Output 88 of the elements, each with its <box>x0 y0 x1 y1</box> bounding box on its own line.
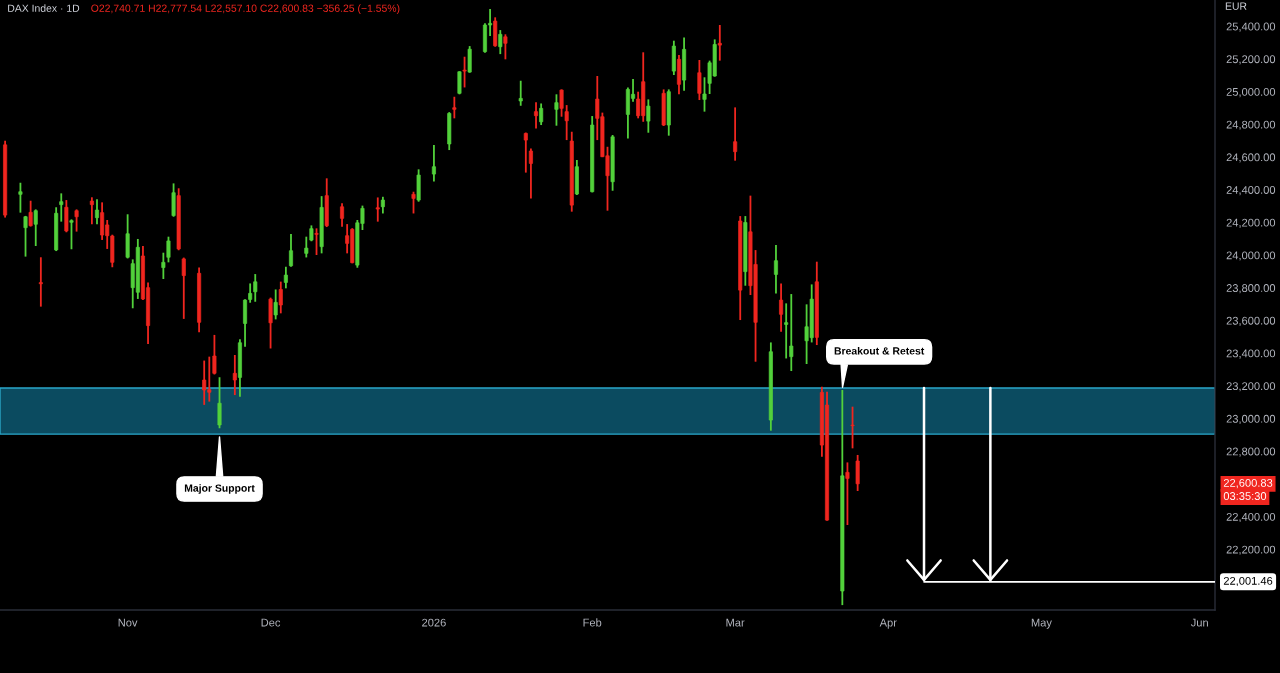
candlestick <box>171 182 176 218</box>
candlestick <box>18 181 23 214</box>
y-tick-label: 24,600.00 <box>1226 153 1276 163</box>
y-tick-label: 25,000.00 <box>1226 87 1276 98</box>
candlestick <box>845 461 850 526</box>
x-tick-label: May <box>1031 618 1052 629</box>
candlestick <box>125 213 130 260</box>
candlestick <box>273 288 278 321</box>
y-tick-label: 25,200.00 <box>1226 55 1276 65</box>
candlestick <box>564 104 569 141</box>
candlestick <box>779 282 784 333</box>
y-tick-label: 24,000.00 <box>1226 251 1276 261</box>
chart-title: DAX Index · 1D <box>8 4 80 12</box>
y-tick-label: 24,200.00 <box>1226 218 1276 228</box>
candlestick <box>268 296 273 350</box>
y-tick-label: 23,600.00 <box>1226 316 1276 326</box>
candlestick <box>74 208 79 233</box>
candlestick <box>697 59 702 101</box>
y-tick-label: 22,200.00 <box>1226 545 1276 555</box>
y-tick-label: 25,400.00 <box>1226 22 1276 32</box>
candlestick <box>161 251 166 280</box>
x-tick-label: Mar <box>726 618 745 627</box>
candlestick <box>717 24 722 62</box>
annotation: Breakout & Retest <box>834 346 925 355</box>
candlestick <box>23 215 28 258</box>
chart-subtitle: O22,740.71 H22,777.54 L22,557.10 C22,600.83 −356.25 (−1.55%) <box>91 4 400 14</box>
candlestick <box>702 76 707 113</box>
x-tick-label: Jun <box>1190 618 1208 627</box>
candlestick <box>503 33 508 61</box>
candlestick <box>59 192 64 223</box>
candlestick <box>304 235 309 259</box>
candlestick <box>467 45 472 74</box>
candlestick <box>69 218 74 251</box>
candlestick <box>94 198 99 226</box>
candlestick <box>212 334 217 376</box>
candlestick <box>64 199 69 234</box>
candlestick <box>554 93 559 127</box>
x-tick-label: Feb <box>583 618 602 627</box>
text: 22,600.83 <box>1223 478 1273 489</box>
candlestick <box>523 131 528 174</box>
candlestick <box>539 102 544 126</box>
candlestick <box>283 265 288 290</box>
candlestick <box>518 79 523 107</box>
candlestick <box>733 106 738 162</box>
candlestick <box>855 454 860 492</box>
candlestick <box>340 202 345 228</box>
y-tick-label: 22,800.00 <box>1226 447 1276 457</box>
candlestick <box>89 196 94 226</box>
candlestick <box>462 55 467 89</box>
candlestick <box>166 235 171 264</box>
candlestick <box>646 98 651 134</box>
annotation: Major Support <box>184 484 255 494</box>
data-label: 22,001.46 <box>1223 576 1273 587</box>
candlestick <box>38 256 43 308</box>
x-tick-label: Apr <box>879 618 897 629</box>
y-tick-label: 24,800.00 <box>1226 120 1276 130</box>
y-tick-label: 23,800.00 <box>1226 284 1276 294</box>
candlestick <box>28 199 33 228</box>
candlestick <box>411 190 416 215</box>
text: EUR <box>1225 2 1247 10</box>
candlestick <box>784 302 789 360</box>
candlestick <box>452 95 457 120</box>
candlestick <box>375 196 380 223</box>
candlestick <box>789 293 794 372</box>
candlestick <box>278 280 283 315</box>
candlestick <box>559 88 564 118</box>
candlestick <box>232 354 237 396</box>
candlestick <box>534 101 539 130</box>
x-tick-label: 2026 <box>422 618 446 627</box>
y-tick-label: 23,000.00 <box>1226 414 1276 425</box>
candlestick <box>288 233 293 268</box>
candlestick <box>431 144 436 183</box>
candlestick <box>253 273 258 303</box>
candlestick <box>314 227 319 256</box>
candlestick <box>850 405 855 450</box>
candlestick <box>181 256 186 320</box>
y-tick-label: 23,200.00 <box>1226 382 1276 392</box>
y-tick-label: 22,400.00 <box>1226 512 1276 523</box>
y-tick-label: 23,400.00 <box>1226 349 1276 359</box>
x-tick-label: Dec <box>261 618 281 627</box>
text: 03:35:30 <box>1223 492 1267 500</box>
candlestick <box>217 376 222 430</box>
candlestick <box>498 29 503 56</box>
y-tick-label: 24,400.00 <box>1226 186 1276 196</box>
x-tick-label: Nov <box>118 618 138 627</box>
candlestick <box>773 244 778 295</box>
candlestick <box>528 147 533 200</box>
candlestick <box>33 208 38 247</box>
